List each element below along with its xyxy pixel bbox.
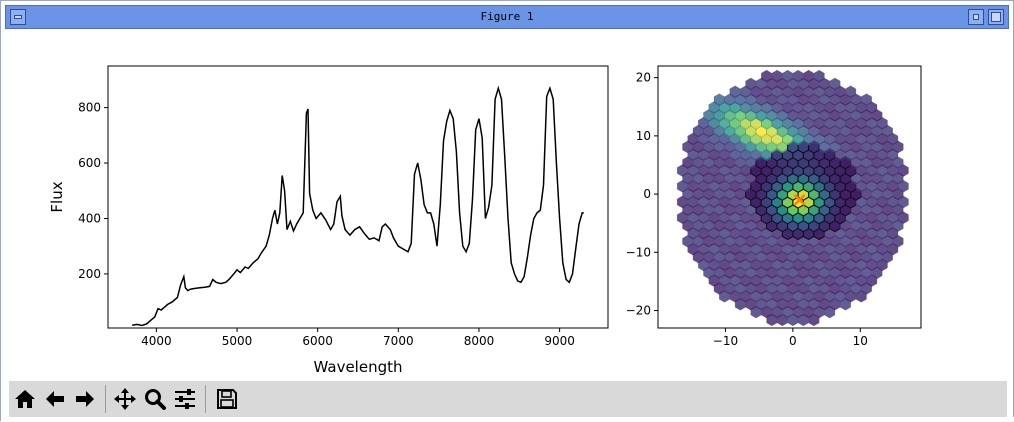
window-menu-icon (14, 15, 22, 19)
minimize-button[interactable] (968, 9, 984, 25)
navigation-toolbar (9, 381, 1007, 417)
toolbar-separator (205, 385, 206, 413)
configure-subplots-button[interactable] (171, 385, 199, 413)
figure-canvas[interactable]: 4000 5000 6000 7000 8000 9000 200 400 600 800 Wave… (9, 33, 1007, 379)
x-tick-label: 5000 (222, 334, 253, 348)
spectrum-plot-area (132, 85, 584, 327)
y-tick-label: −20 (626, 304, 651, 318)
sliders-icon (175, 389, 195, 409)
x-tick-label: 7000 (383, 334, 414, 348)
magnifier-icon (145, 389, 166, 410)
x-tick-label: 9000 (544, 334, 575, 348)
y-tick-label: 800 (78, 101, 101, 115)
ifu-map-axes: −10 0 10 −20 −10 0 10 20 (626, 65, 922, 348)
x-tick-label: 10 (853, 334, 868, 348)
y-tick-label: 600 (78, 156, 101, 170)
spectrum-axes-frame (107, 65, 609, 329)
y-tick-label: 0 (643, 187, 651, 201)
y-tick-label: 10 (636, 129, 651, 143)
nucleus-marker (793, 194, 806, 206)
home-icon (15, 390, 35, 408)
x-tick-label: 4000 (141, 334, 172, 348)
maximize-icon (991, 12, 1001, 22)
pan-button[interactable] (111, 385, 139, 413)
window-title: Figure 1 (480, 10, 534, 23)
arrow-right-icon (76, 391, 94, 407)
ifu-fiber (813, 69, 825, 83)
ifu-fiber (845, 85, 857, 99)
back-button[interactable] (41, 385, 69, 413)
ifu-fiber (861, 93, 872, 107)
figure-svg: 4000 5000 6000 7000 8000 9000200400600800Wave… (48, 65, 922, 376)
spectrum-axes: 4000 5000 6000 7000 8000 9000 200 400 600 800 Wave… (48, 65, 609, 376)
x-tick-label: −10 (713, 334, 738, 348)
y-tick-label: −10 (626, 245, 651, 259)
x-tick-label: 0 (789, 334, 797, 348)
window-bottom-border (1, 417, 1014, 422)
spectrum-line (132, 85, 584, 327)
save-button[interactable] (213, 385, 241, 413)
y-tick-label: 200 (78, 267, 101, 281)
y-axis-label: Flux (48, 181, 66, 212)
x-axis-label: Wavelength (314, 358, 403, 376)
arrow-left-icon (46, 391, 64, 407)
home-button[interactable] (11, 385, 39, 413)
y-tick-label: 20 (636, 71, 651, 85)
maximize-button[interactable] (988, 9, 1004, 25)
x-tick-label: 8000 (464, 334, 495, 348)
title-bar-inner: Figure 1 (5, 5, 1009, 29)
y-tick-label: 400 (78, 211, 101, 225)
minimize-icon (973, 14, 979, 20)
x-tick-label: 6000 (302, 334, 333, 348)
floppy-disk-icon (217, 389, 237, 409)
ifu-fiber (829, 77, 841, 91)
zoom-button[interactable] (141, 385, 169, 413)
toolbar-separator (105, 385, 106, 413)
title-bar[interactable]: Figure 1 (1, 1, 1013, 31)
window-menu-button[interactable] (10, 9, 26, 25)
move-icon (114, 388, 136, 410)
ifu-hex-grid (677, 69, 909, 327)
forward-button[interactable] (71, 385, 99, 413)
ifu-axes-frame (657, 65, 922, 329)
